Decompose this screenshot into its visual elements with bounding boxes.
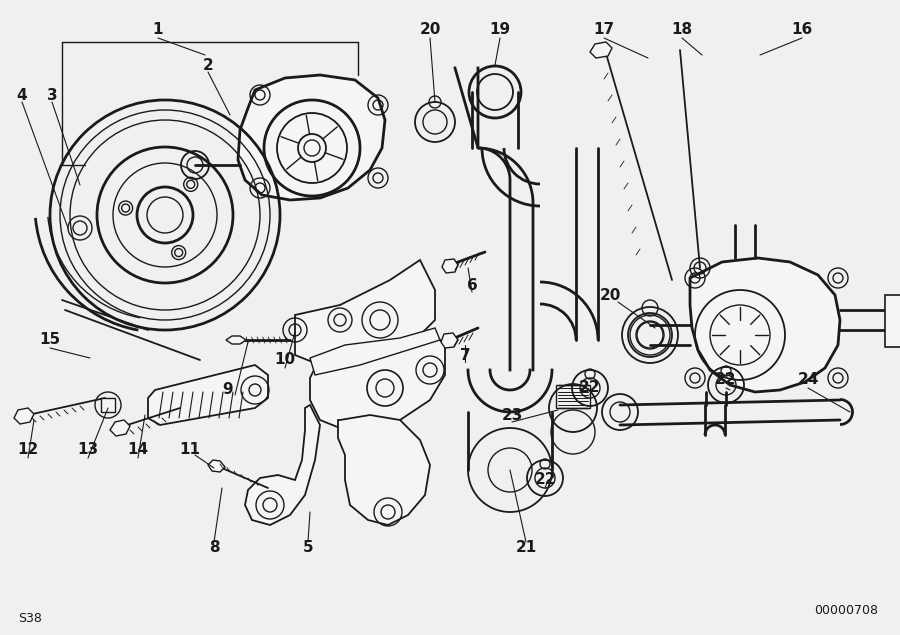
Polygon shape (148, 365, 268, 425)
Text: S38: S38 (18, 612, 42, 624)
Text: 16: 16 (791, 22, 813, 37)
Polygon shape (442, 259, 458, 273)
Polygon shape (208, 460, 225, 472)
Polygon shape (110, 420, 130, 436)
Text: 4: 4 (17, 88, 27, 102)
Polygon shape (690, 258, 840, 392)
Text: 7: 7 (460, 347, 471, 363)
Text: 22: 22 (716, 373, 737, 387)
Polygon shape (245, 405, 320, 525)
Text: 3: 3 (47, 88, 58, 102)
Polygon shape (441, 333, 458, 348)
Polygon shape (338, 415, 430, 525)
Polygon shape (310, 328, 440, 375)
Text: 11: 11 (179, 443, 201, 457)
Text: 19: 19 (490, 22, 510, 37)
Text: 13: 13 (77, 443, 99, 457)
Text: 18: 18 (671, 22, 693, 37)
Text: 12: 12 (17, 443, 39, 457)
Text: 10: 10 (274, 352, 295, 368)
Polygon shape (226, 336, 246, 344)
Text: 23: 23 (501, 408, 523, 422)
Bar (556, 385, 590, 408)
Text: 2: 2 (202, 58, 213, 72)
Text: 00000708: 00000708 (814, 603, 878, 617)
Text: 15: 15 (40, 333, 60, 347)
Text: 9: 9 (222, 382, 233, 398)
Text: 6: 6 (466, 277, 477, 293)
Polygon shape (295, 260, 435, 368)
Text: 22: 22 (535, 472, 556, 488)
Text: 20: 20 (419, 22, 441, 37)
Text: 24: 24 (797, 373, 819, 387)
Polygon shape (14, 408, 34, 424)
Text: 17: 17 (593, 22, 615, 37)
Bar (885, 295, 900, 347)
Text: 1: 1 (153, 22, 163, 37)
Polygon shape (590, 42, 612, 58)
Polygon shape (310, 330, 445, 430)
Bar (101, 398, 115, 412)
Text: 8: 8 (209, 540, 220, 556)
Text: 5: 5 (302, 540, 313, 556)
Text: 14: 14 (128, 443, 148, 457)
Text: 20: 20 (599, 288, 621, 302)
Text: 21: 21 (516, 540, 536, 556)
Polygon shape (238, 75, 385, 200)
Text: 22: 22 (580, 380, 601, 396)
